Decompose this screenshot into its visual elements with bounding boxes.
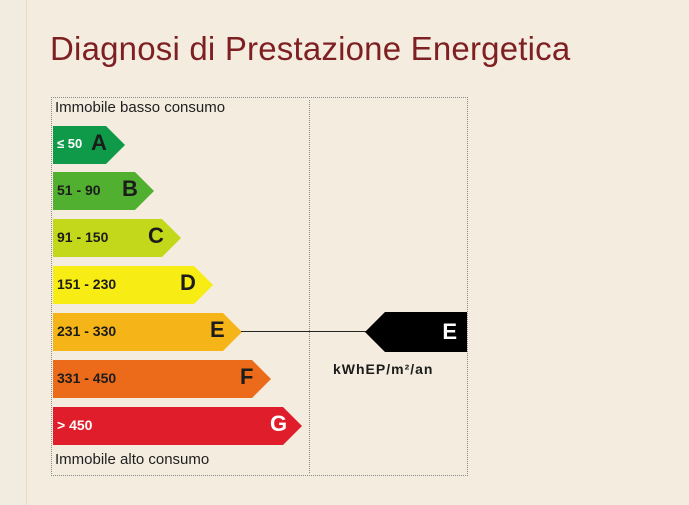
rating-bar-e-letter: E	[210, 317, 225, 342]
rating-bar-a-range: ≤ 50	[57, 136, 83, 151]
rating-bar-g-range: > 450	[57, 417, 93, 433]
rating-bar-f-range: 331 - 450	[57, 370, 117, 386]
rating-bar-c-letter: C	[148, 223, 164, 248]
current-rating-letter: E	[442, 319, 457, 344]
current-rating-pointer-line	[241, 331, 371, 332]
rating-bar-a-shape	[53, 126, 125, 164]
low-consumption-caption: Immobile basso consumo	[55, 99, 226, 116]
rating-bar-c-range: 91 - 150	[57, 229, 109, 245]
current-rating-marker: E	[365, 312, 467, 352]
rating-bar-a-letter: A	[91, 130, 107, 155]
rating-bar-e-range: 231 - 330	[57, 323, 117, 339]
rating-bar-f: 331 - 450 F	[53, 360, 271, 398]
rating-bar-b-range: 51 - 90	[57, 182, 101, 198]
rating-bar-b-letter: B	[122, 176, 138, 201]
rating-bar-g-letter: G	[270, 411, 288, 436]
high-consumption-caption: Immobile alto consumo	[55, 451, 210, 468]
current-rating-arrow-shape	[365, 312, 467, 352]
rating-bar-f-shape	[53, 360, 271, 398]
rating-bar-g: > 450 G	[53, 407, 302, 445]
rating-bar-d: 151 - 230 D	[53, 266, 213, 304]
rating-bar-a: ≤ 50 A	[53, 126, 125, 164]
rating-bar-d-letter: D	[180, 270, 196, 295]
rating-bar-g-shape	[53, 407, 302, 445]
rating-bar-f-letter: F	[240, 364, 254, 389]
rating-bar-c: 91 - 150 C	[53, 219, 181, 257]
chart-divider	[309, 100, 310, 473]
page-title: Diagnosi di Prestazione Energetica	[50, 30, 571, 67]
rating-bar-d-range: 151 - 230	[57, 276, 117, 292]
rating-bar-b: 51 - 90 B	[53, 172, 154, 210]
rating-bar-b-shape	[53, 172, 154, 210]
rating-bar-c-shape	[53, 219, 181, 257]
unit-label: kWhEP/m²/an	[333, 361, 434, 377]
rating-bar-d-shape	[53, 266, 213, 304]
rating-bar-e: 231 - 330 E	[53, 313, 242, 351]
rating-bar-e-shape	[53, 313, 242, 351]
energy-rating-chart	[51, 97, 468, 476]
